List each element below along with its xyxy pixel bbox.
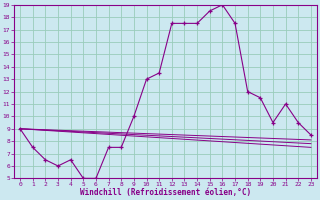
X-axis label: Windchill (Refroidissement éolien,°C): Windchill (Refroidissement éolien,°C): [80, 188, 251, 197]
